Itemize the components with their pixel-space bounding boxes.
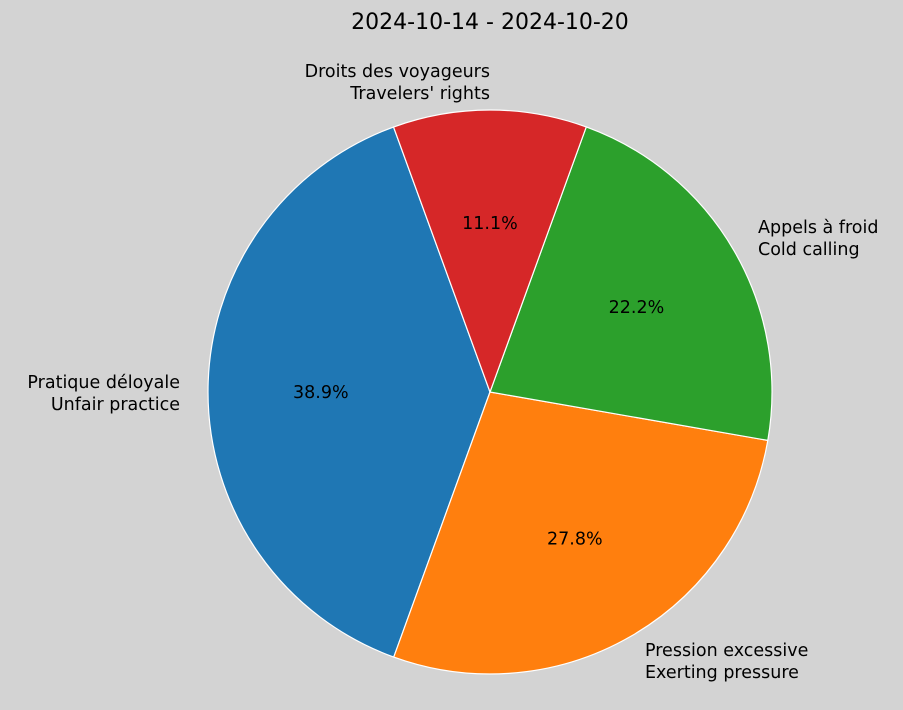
label-travelers-rights-fr: Droits des voyageurs [305,62,490,82]
slice-travelers-rights [392,109,587,393]
percent-label-cold-calling: 22.2% [609,298,665,318]
percent-label-exerting-pressure: 27.8% [547,529,603,549]
slice-unfair-practice [207,126,491,658]
label-cold-calling-en: Cold calling [758,240,860,260]
label-exerting-pressure-fr: Pression excessive [645,641,808,661]
slice-cold-calling [489,126,773,441]
category-labels: Pratique déloyale Unfair practice Pressi… [27,62,878,683]
label-unfair-practice-fr: Pratique déloyale [27,373,180,393]
percent-label-travelers-rights: 11.1% [462,214,518,234]
label-unfair-practice-en: Unfair practice [51,395,180,415]
percent-labels: 38.9% 27.8% 22.2% 11.1% [293,214,664,550]
pie-slices [207,109,773,675]
label-cold-calling-fr: Appels à froid [758,218,878,238]
percent-label-unfair-practice: 38.9% [293,383,349,403]
label-travelers-rights-en: Travelers' rights [349,84,490,104]
slice-exerting-pressure [393,391,769,675]
label-exerting-pressure-en: Exerting pressure [645,663,799,683]
chart-title: 2024-10-14 - 2024-10-20 [351,10,629,35]
